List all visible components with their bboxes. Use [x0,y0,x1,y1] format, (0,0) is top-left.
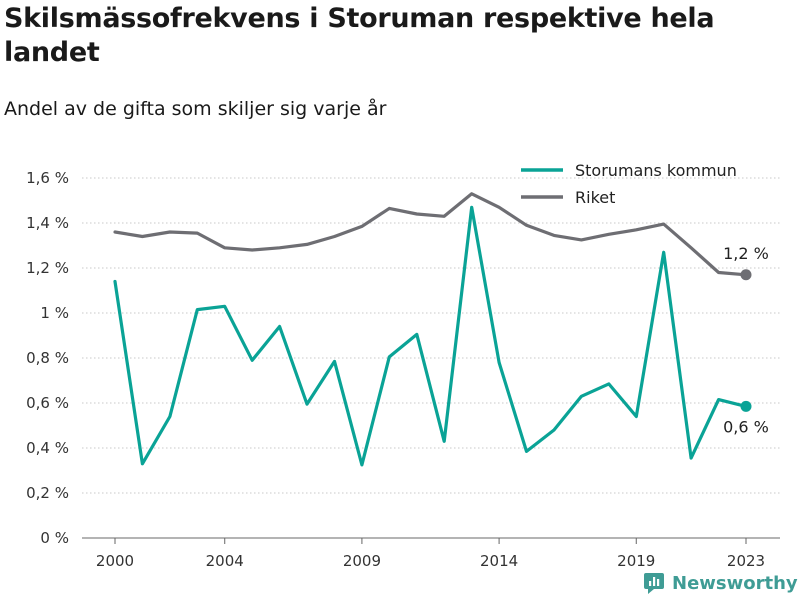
y-tick-label: 1,2 % [26,259,69,277]
chart-subtitle: Andel av de gifta som skiljer sig varje … [4,98,387,120]
y-tick-label: 0,6 % [26,394,69,412]
x-tick-label: 2019 [617,552,655,570]
newsworthy-logo: Newsworthy [644,570,798,596]
y-axis-ticks: 0 % 0,2 % 0,4 % 0,6 % 0,8 % 1 % 1,2 % 1,4 % 1,6 … [26,169,69,547]
legend-label-storumans-kommun: Storumans kommun [575,161,737,180]
x-tick-label: 2014 [480,552,518,570]
end-label-riket: 1,2 % [723,244,769,263]
series-line-riket [113,192,748,277]
series-lines [113,192,752,467]
newsworthy-logo-icon [644,573,664,594]
x-tick-label: 2004 [206,552,244,570]
end-point-storumans-kommun [740,400,752,412]
legend-label-riket: Riket [575,188,615,207]
series-line-storumans-kommun [113,205,748,467]
x-tick-label: 2000 [96,552,134,570]
y-tick-label: 0,4 % [26,439,69,457]
chart-title: Skilsmässofrekvens i Storuman respektive… [4,3,715,68]
newsworthy-wordmark: Newsworthy [672,572,798,594]
end-point-riket [740,269,752,281]
legend: Storumans kommun Riket [521,161,737,207]
gridlines [82,177,780,539]
y-tick-label: 0,8 % [26,349,69,367]
end-labels: 0,6 % 1,2 % [723,244,769,437]
y-tick-label: 1 % [40,304,69,322]
end-label-storumans-kommun: 0,6 % [723,417,769,436]
y-tick-label: 0 % [40,529,69,547]
x-tick-label: 2023 [727,552,765,570]
y-tick-label: 1,4 % [26,214,69,232]
y-tick-label: 0,2 % [26,484,69,502]
x-axis-ticks: 2000 2004 2009 2014 2019 2023 [96,538,765,570]
x-tick-label: 2009 [343,552,381,570]
y-tick-label: 1,6 % [26,169,69,187]
